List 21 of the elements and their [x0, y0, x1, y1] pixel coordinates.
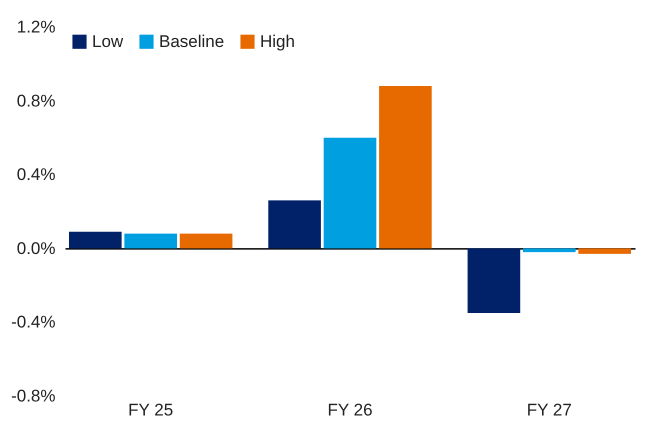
bar — [468, 248, 520, 313]
legend-label: Baseline — [159, 32, 224, 51]
y-tick-label: 1.2% — [16, 18, 56, 36]
x-tick-label: FY 27 — [526, 400, 572, 420]
bar — [379, 86, 432, 248]
y-tick-label: 0.0% — [16, 238, 56, 258]
y-tick-label: -0.4% — [11, 312, 56, 332]
bar — [180, 234, 232, 248]
legend-label: High — [260, 32, 295, 51]
legend-label: Low — [92, 32, 124, 51]
bar — [124, 234, 178, 248]
bar — [578, 248, 632, 254]
y-tick-label: -0.8% — [11, 386, 56, 406]
y-tick-label: 0.4% — [16, 165, 56, 184]
bar — [522, 248, 576, 252]
bar — [324, 138, 376, 248]
x-tick-label: FY 26 — [327, 400, 373, 420]
y-tick-label: 0.8% — [16, 91, 56, 110]
bar — [268, 200, 321, 248]
x-tick-label: FY 25 — [128, 400, 174, 420]
bar — [68, 232, 122, 248]
